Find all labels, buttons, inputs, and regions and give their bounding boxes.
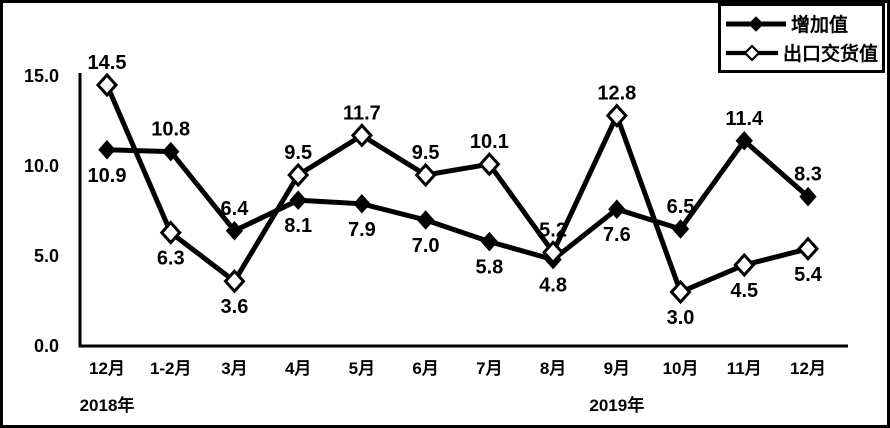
- data-point-marker: [608, 199, 626, 219]
- x-tick-label: 3月: [221, 359, 247, 378]
- line-chart: 15.0 10.0 5.0 0.0 12月 1-2月 3月 4月 5月 6月 7月 8月 9月 10月 11…: [24, 52, 848, 415]
- data-point-marker: [159, 220, 182, 245]
- data-point-label: 5.4: [794, 264, 823, 286]
- data-point-label: 6.4: [221, 198, 250, 220]
- data-point-label: 9.5: [412, 142, 440, 164]
- x-tick-label: 12月: [790, 359, 826, 378]
- data-point-marker: [95, 72, 119, 98]
- data-point-label: 14.5: [88, 52, 127, 74]
- y-tick-label: 5.0: [34, 246, 59, 266]
- data-point-label: 5.8: [475, 257, 503, 279]
- data-point-marker: [289, 190, 307, 210]
- data-point-marker: [799, 186, 817, 207]
- series-line-增加值: [106, 137, 810, 263]
- x-tick-label: 6月: [412, 359, 438, 378]
- legend-label: 出口交货值: [782, 44, 878, 65]
- data-point-marker: [733, 252, 756, 278]
- y-tick-label: 15.0: [24, 66, 59, 86]
- data-point-label: 8.3: [794, 164, 822, 186]
- legend-item-zengjiazhi: 增加值: [725, 10, 878, 37]
- legend-item-chukou: 出口交货值: [725, 39, 878, 66]
- data-point-marker: [480, 231, 499, 252]
- data-point-marker: [669, 279, 692, 305]
- data-point-marker: [414, 162, 437, 188]
- data-point-label: 4.5: [730, 280, 758, 302]
- data-point-label: 10.9: [88, 165, 127, 187]
- data-point-marker: [542, 240, 565, 265]
- data-point-marker: [796, 236, 820, 262]
- x-tick-label: 1-2月: [150, 359, 192, 378]
- data-point-marker: [350, 123, 373, 148]
- data-point-label: 11.4: [725, 108, 764, 130]
- data-point-label: 7.6: [603, 224, 631, 246]
- data-point-marker: [225, 221, 244, 241]
- data-point-label: 10.8: [151, 119, 190, 141]
- data-point-label: 6.5: [667, 196, 695, 218]
- data-point-marker: [223, 268, 246, 294]
- x-tick-label: 9月: [604, 359, 630, 378]
- data-point-label: 3.0: [667, 307, 695, 329]
- filled-diamond-icon: [726, 15, 786, 32]
- x-tick-label: 11月: [727, 359, 762, 378]
- data-point-label: 8.1: [284, 215, 312, 237]
- data-point-label: 10.1: [470, 131, 509, 153]
- data-point-label: 5.2: [539, 219, 567, 241]
- data-point-marker: [416, 210, 435, 230]
- x-tick-label: 10月: [663, 359, 699, 378]
- legend: 增加值 出口交货值: [718, 3, 885, 73]
- y-tick-label: 10.0: [24, 156, 59, 176]
- x-tick-label: 7月: [476, 359, 502, 378]
- x-tick-label: 12月: [89, 359, 125, 378]
- data-point-label: 7.9: [348, 219, 376, 241]
- data-point-marker: [353, 194, 371, 214]
- data-point-marker: [735, 131, 753, 151]
- year-label: 2019年: [589, 395, 644, 415]
- data-point-marker: [98, 140, 116, 160]
- y-tick-label: 0.0: [34, 336, 59, 356]
- year-label: 2018年: [80, 395, 135, 415]
- data-point-label: 12.8: [597, 83, 636, 105]
- legend-label: 增加值: [791, 15, 849, 36]
- data-point-label: 7.0: [412, 235, 440, 257]
- data-point-marker: [162, 141, 180, 162]
- data-point-marker: [478, 151, 501, 177]
- data-point-label: 11.7: [343, 102, 381, 124]
- data-point-label: 6.3: [157, 248, 185, 270]
- x-tick-label: 5月: [349, 359, 375, 378]
- series-line-出口交货值: [104, 84, 809, 296]
- data-point-marker: [671, 219, 690, 239]
- x-tick-label: 4月: [285, 359, 311, 378]
- data-point-label: 4.8: [539, 275, 567, 297]
- data-point-label: 3.6: [221, 296, 249, 318]
- data-point-marker: [605, 103, 628, 128]
- x-tick-label: 8月: [540, 359, 566, 378]
- open-diamond-icon: [725, 43, 779, 62]
- data-point-label: 9.5: [284, 142, 312, 164]
- data-point-marker: [287, 162, 310, 188]
